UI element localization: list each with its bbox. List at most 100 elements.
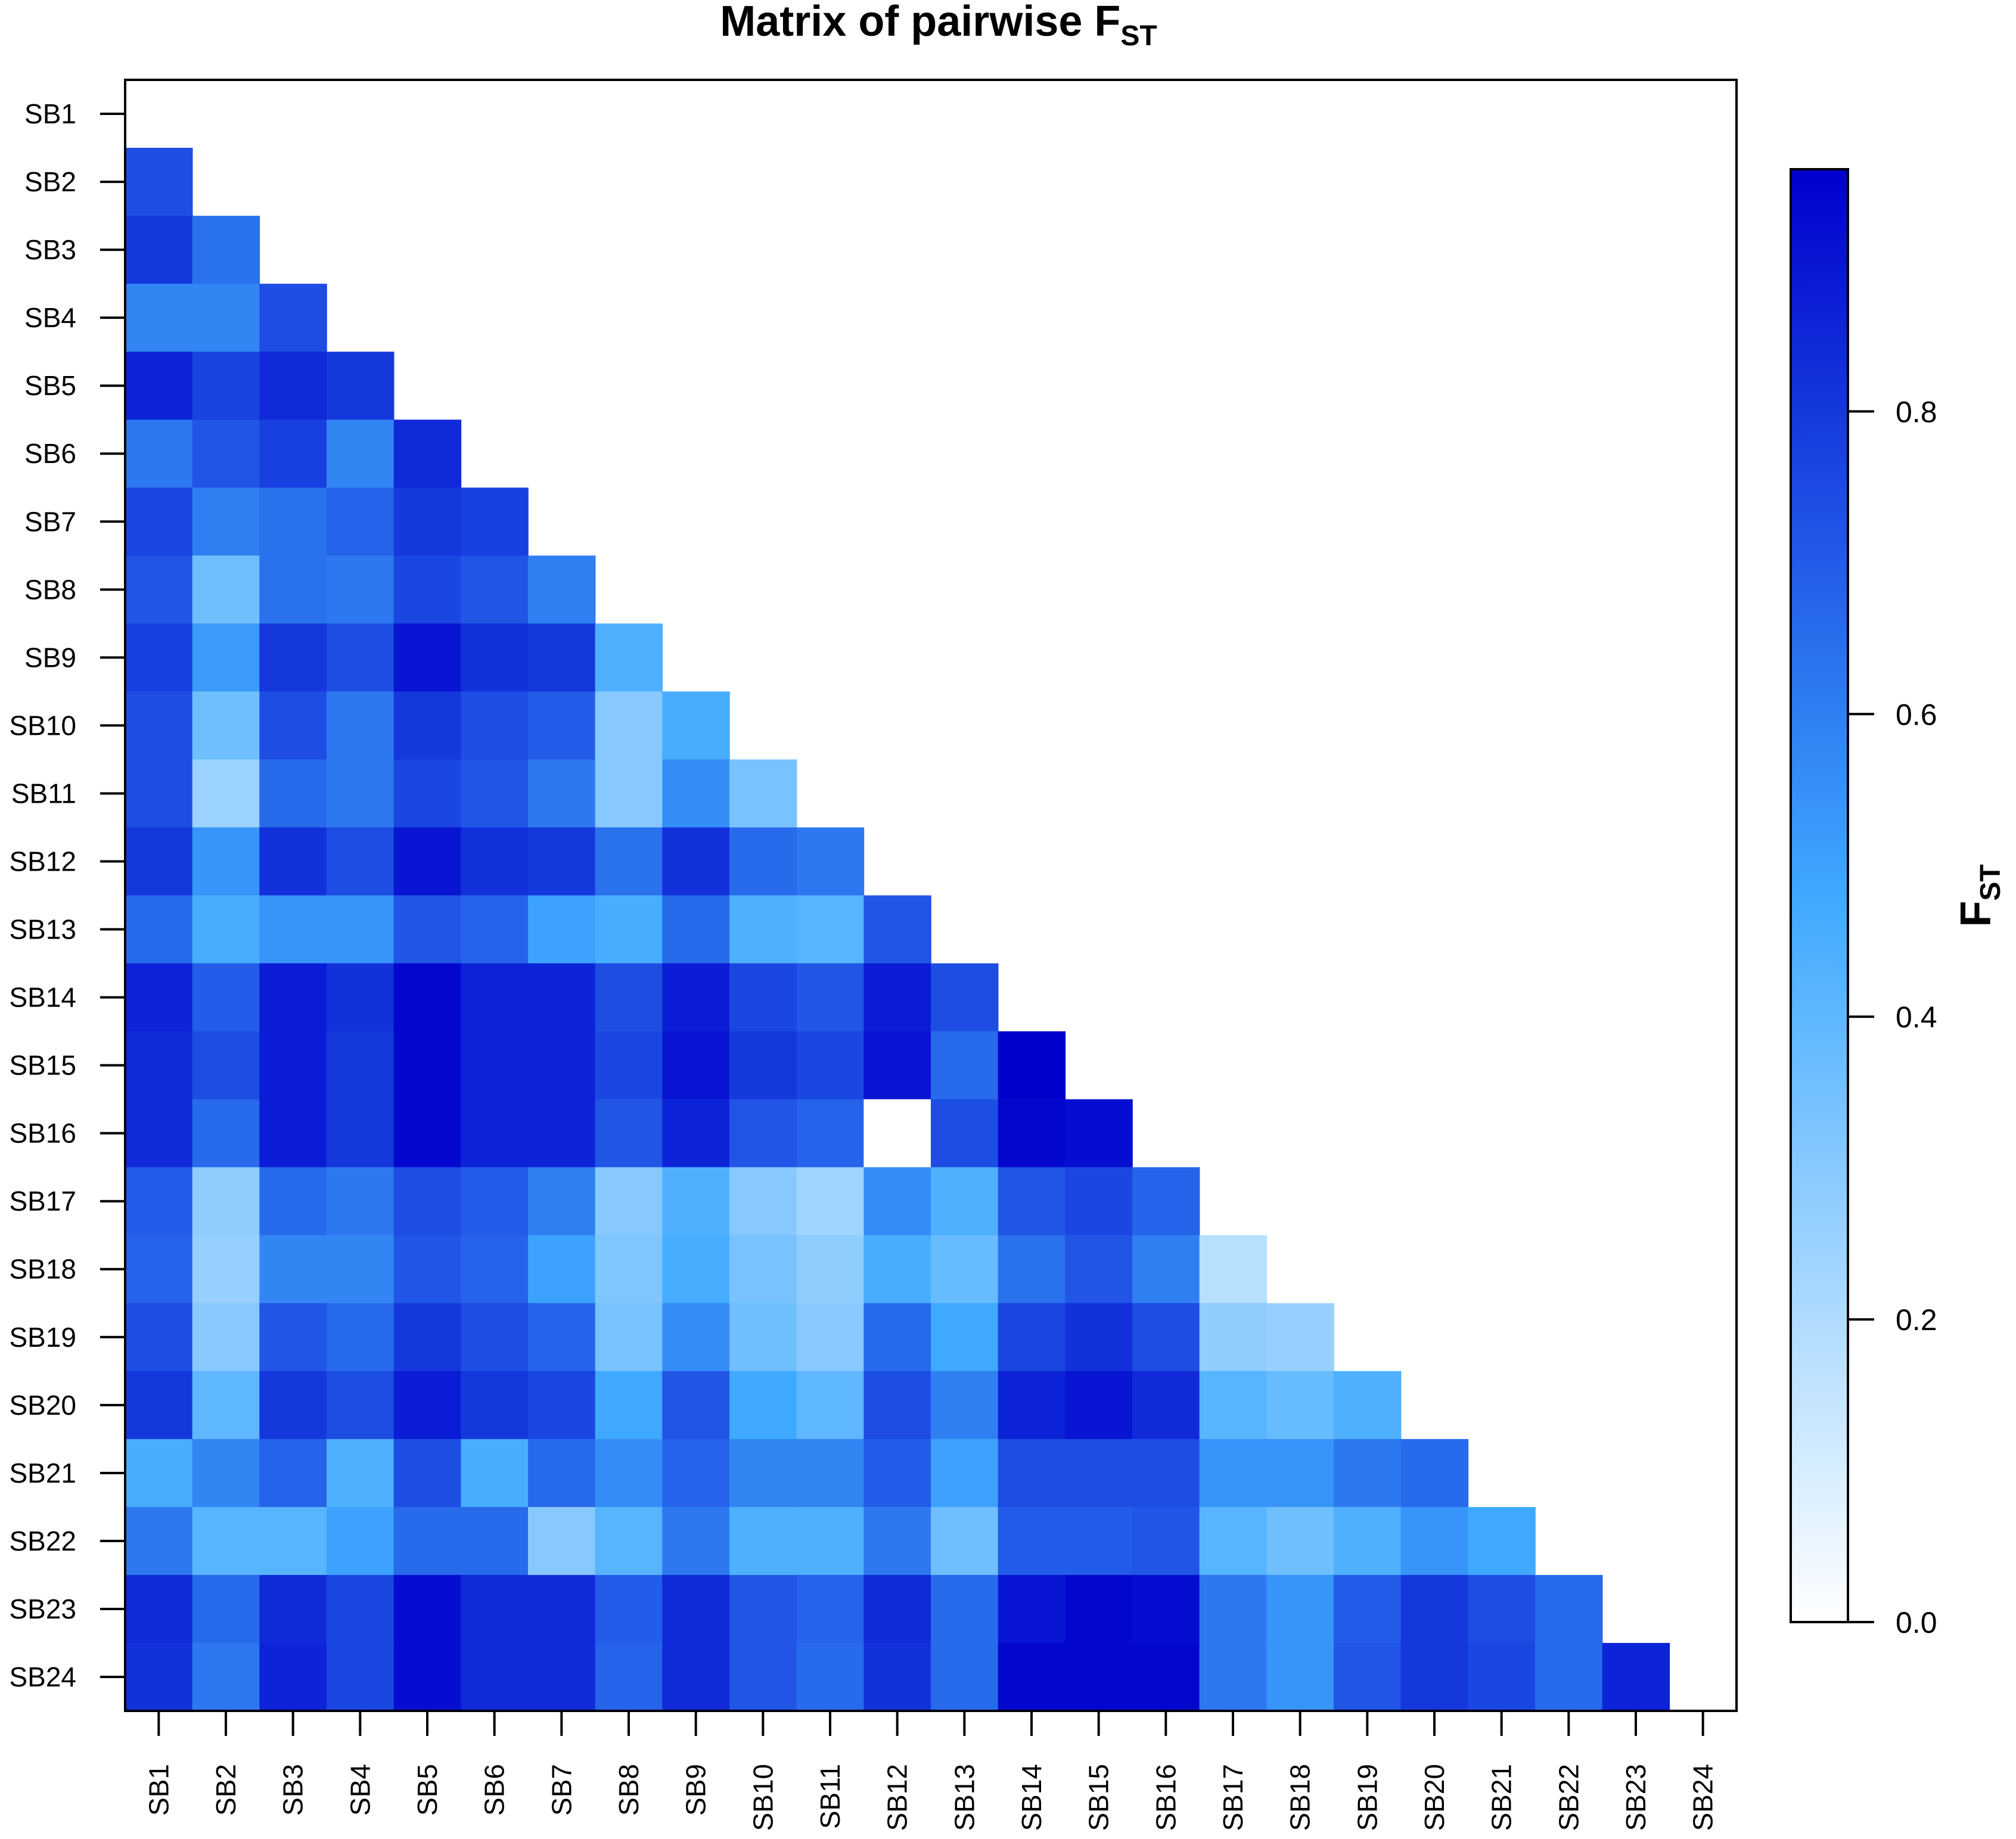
heatmap-cell-SB12-SB7 [528, 827, 596, 896]
heatmap-cell-SB19-SB3 [259, 1303, 327, 1372]
heatmap-cell-SB23-SB21 [1468, 1574, 1536, 1644]
heatmap-cell-SB17-SB10 [729, 1167, 797, 1236]
x-tick-label-SB12: SB12 [882, 1764, 913, 1831]
heatmap-cell-SB23-SB19 [1334, 1574, 1402, 1644]
heatmap-cell-SB24-SB4 [327, 1642, 394, 1711]
heatmap-cell-SB24-SB22 [1535, 1642, 1603, 1711]
heatmap-cell-SB12-SB3 [259, 827, 327, 896]
heatmap-cell-SB23-SB20 [1400, 1574, 1469, 1644]
heatmap-cell-SB23-SB3 [259, 1574, 327, 1644]
heatmap-cell-SB20-SB14 [998, 1371, 1066, 1440]
heatmap-cell-SB19-SB5 [393, 1303, 462, 1372]
heatmap-cell-SB6-SB4 [327, 420, 394, 489]
heatmap-cell-SB15-SB7 [528, 1031, 596, 1100]
y-tick-label-SB5: SB5 [24, 370, 76, 401]
heatmap-cell-SB11-SB8 [595, 759, 663, 828]
heatmap-cell-SB7-SB1 [125, 487, 193, 557]
heatmap-cell-SB24-SB8 [595, 1642, 663, 1711]
heatmap-cell-SB20-SB19 [1334, 1371, 1402, 1440]
heatmap-cell-SB17-SB7 [528, 1167, 596, 1236]
heatmap-cell-SB11-SB7 [528, 759, 596, 828]
heatmap-cell-SB18-SB8 [595, 1235, 663, 1304]
heatmap-cell-SB5-SB3 [259, 352, 327, 421]
y-tick-label-SB11: SB11 [11, 778, 76, 809]
heatmap-cell-SB16-SB13 [931, 1099, 999, 1168]
heatmap-cell-SB19-SB12 [863, 1303, 931, 1372]
heatmap-cell-SB13-SB5 [393, 895, 462, 964]
x-tick-label-SB8: SB8 [613, 1764, 644, 1816]
heatmap-cell-SB15-SB5 [393, 1031, 462, 1100]
y-tick-label-SB6: SB6 [24, 438, 76, 469]
heatmap-cell-SB18-SB1 [125, 1235, 193, 1304]
heatmap-cell-SB22-SB17 [1199, 1506, 1268, 1576]
x-tick-label-SB16: SB16 [1150, 1764, 1181, 1831]
heatmap-cell-SB8-SB1 [125, 555, 193, 625]
heatmap-cell-SB13-SB3 [259, 895, 327, 964]
heatmap-cell-SB21-SB17 [1199, 1439, 1268, 1508]
heatmap-cell-SB9-SB2 [192, 623, 260, 692]
heatmap-cell-SB12-SB1 [125, 827, 193, 896]
heatmap-cell-SB18-SB7 [528, 1235, 596, 1304]
y-tick-label-SB24: SB24 [9, 1661, 76, 1692]
heatmap-cell-SB6-SB1 [125, 420, 193, 489]
heatmap-cell-SB14-SB8 [595, 963, 663, 1032]
heatmap-cell-SB8-SB7 [528, 555, 596, 625]
heatmap-cell-SB22-SB19 [1334, 1506, 1402, 1576]
heatmap-cell-SB20-SB6 [461, 1371, 529, 1440]
heatmap-cell-SB14-SB1 [125, 963, 193, 1032]
x-tick-label-SB5: SB5 [412, 1764, 443, 1816]
heatmap-cell-SB21-SB14 [998, 1439, 1066, 1508]
x-tick-label-SB1: SB1 [143, 1764, 174, 1816]
heatmap-cell-SB21-SB8 [595, 1439, 663, 1508]
heatmap-cell-SB19-SB4 [327, 1303, 394, 1372]
heatmap-cell-SB24-SB12 [863, 1642, 931, 1711]
heatmap-cell-SB6-SB3 [259, 420, 327, 489]
heatmap-cell-SB4-SB1 [125, 284, 193, 352]
heatmap-cell-SB19-SB15 [1065, 1303, 1133, 1372]
heatmap-cell-SB23-SB5 [393, 1574, 462, 1644]
heatmap-cell-SB17-SB3 [259, 1167, 327, 1236]
heatmap-cell-SB14-SB6 [461, 963, 529, 1032]
heatmap-cell-SB22-SB1 [125, 1506, 193, 1576]
x-tick-label-SB14: SB14 [1016, 1764, 1047, 1831]
heatmap-cell-SB16-SB8 [595, 1099, 663, 1168]
heatmap-cell-SB12-SB9 [662, 827, 730, 896]
heatmap-cell-SB17-SB4 [327, 1167, 394, 1236]
colorbar-tick-label-0.2: 0.2 [1896, 1303, 1937, 1337]
heatmap-cell-SB16-SB1 [125, 1099, 193, 1168]
x-tick-label-SB18: SB18 [1285, 1764, 1316, 1831]
heatmap-cell-SB5-SB2 [192, 352, 260, 421]
heatmap-cell-SB18-SB5 [393, 1235, 462, 1304]
heatmap-cell-SB22-SB20 [1400, 1506, 1469, 1576]
heatmap-cell-SB24-SB17 [1199, 1642, 1268, 1711]
heatmap-cell-SB22-SB6 [461, 1506, 529, 1576]
heatmap-cell-SB19-SB18 [1266, 1303, 1334, 1372]
heatmap-cell-SB23-SB1 [125, 1574, 193, 1644]
heatmap-cell-SB24-SB3 [259, 1642, 327, 1711]
heatmap-cell-SB15-SB8 [595, 1031, 663, 1100]
heatmap-cell-SB21-SB13 [931, 1439, 999, 1508]
heatmap-cell-SB24-SB6 [461, 1642, 529, 1711]
heatmap-cell-SB24-SB19 [1334, 1642, 1402, 1711]
heatmap-cell-SB21-SB2 [192, 1439, 260, 1508]
heatmap-cell-SB23-SB9 [662, 1574, 730, 1644]
heatmap-cell-SB15-SB13 [931, 1031, 999, 1100]
x-tick-label-SB7: SB7 [546, 1764, 577, 1816]
heatmap-cell-SB20-SB12 [863, 1371, 931, 1440]
heatmap-cell-SB19-SB17 [1199, 1303, 1268, 1372]
heatmap-cell-SB19-SB14 [998, 1303, 1066, 1372]
heatmap-cell-SB18-SB12 [863, 1235, 931, 1304]
heatmap-cell-SB10-SB9 [662, 691, 730, 760]
heatmap-cell-SB21-SB3 [259, 1439, 327, 1508]
heatmap-cell-SB24-SB21 [1468, 1642, 1536, 1711]
heatmap-cell-SB16-SB4 [327, 1099, 394, 1168]
heatmap-cell-SB23-SB8 [595, 1574, 663, 1644]
heatmap-cell-SB13-SB9 [662, 895, 730, 964]
heatmap-cell-SB13-SB2 [192, 895, 260, 964]
heatmap-cell-SB8-SB6 [461, 555, 529, 625]
heatmap-cell-SB16-SB6 [461, 1099, 529, 1168]
heatmap-cell-SB7-SB3 [259, 487, 327, 557]
heatmap-cell-SB22-SB13 [931, 1506, 999, 1576]
heatmap-cell-SB5-SB4 [327, 352, 394, 421]
heatmap-cell-SB17-SB2 [192, 1167, 260, 1236]
